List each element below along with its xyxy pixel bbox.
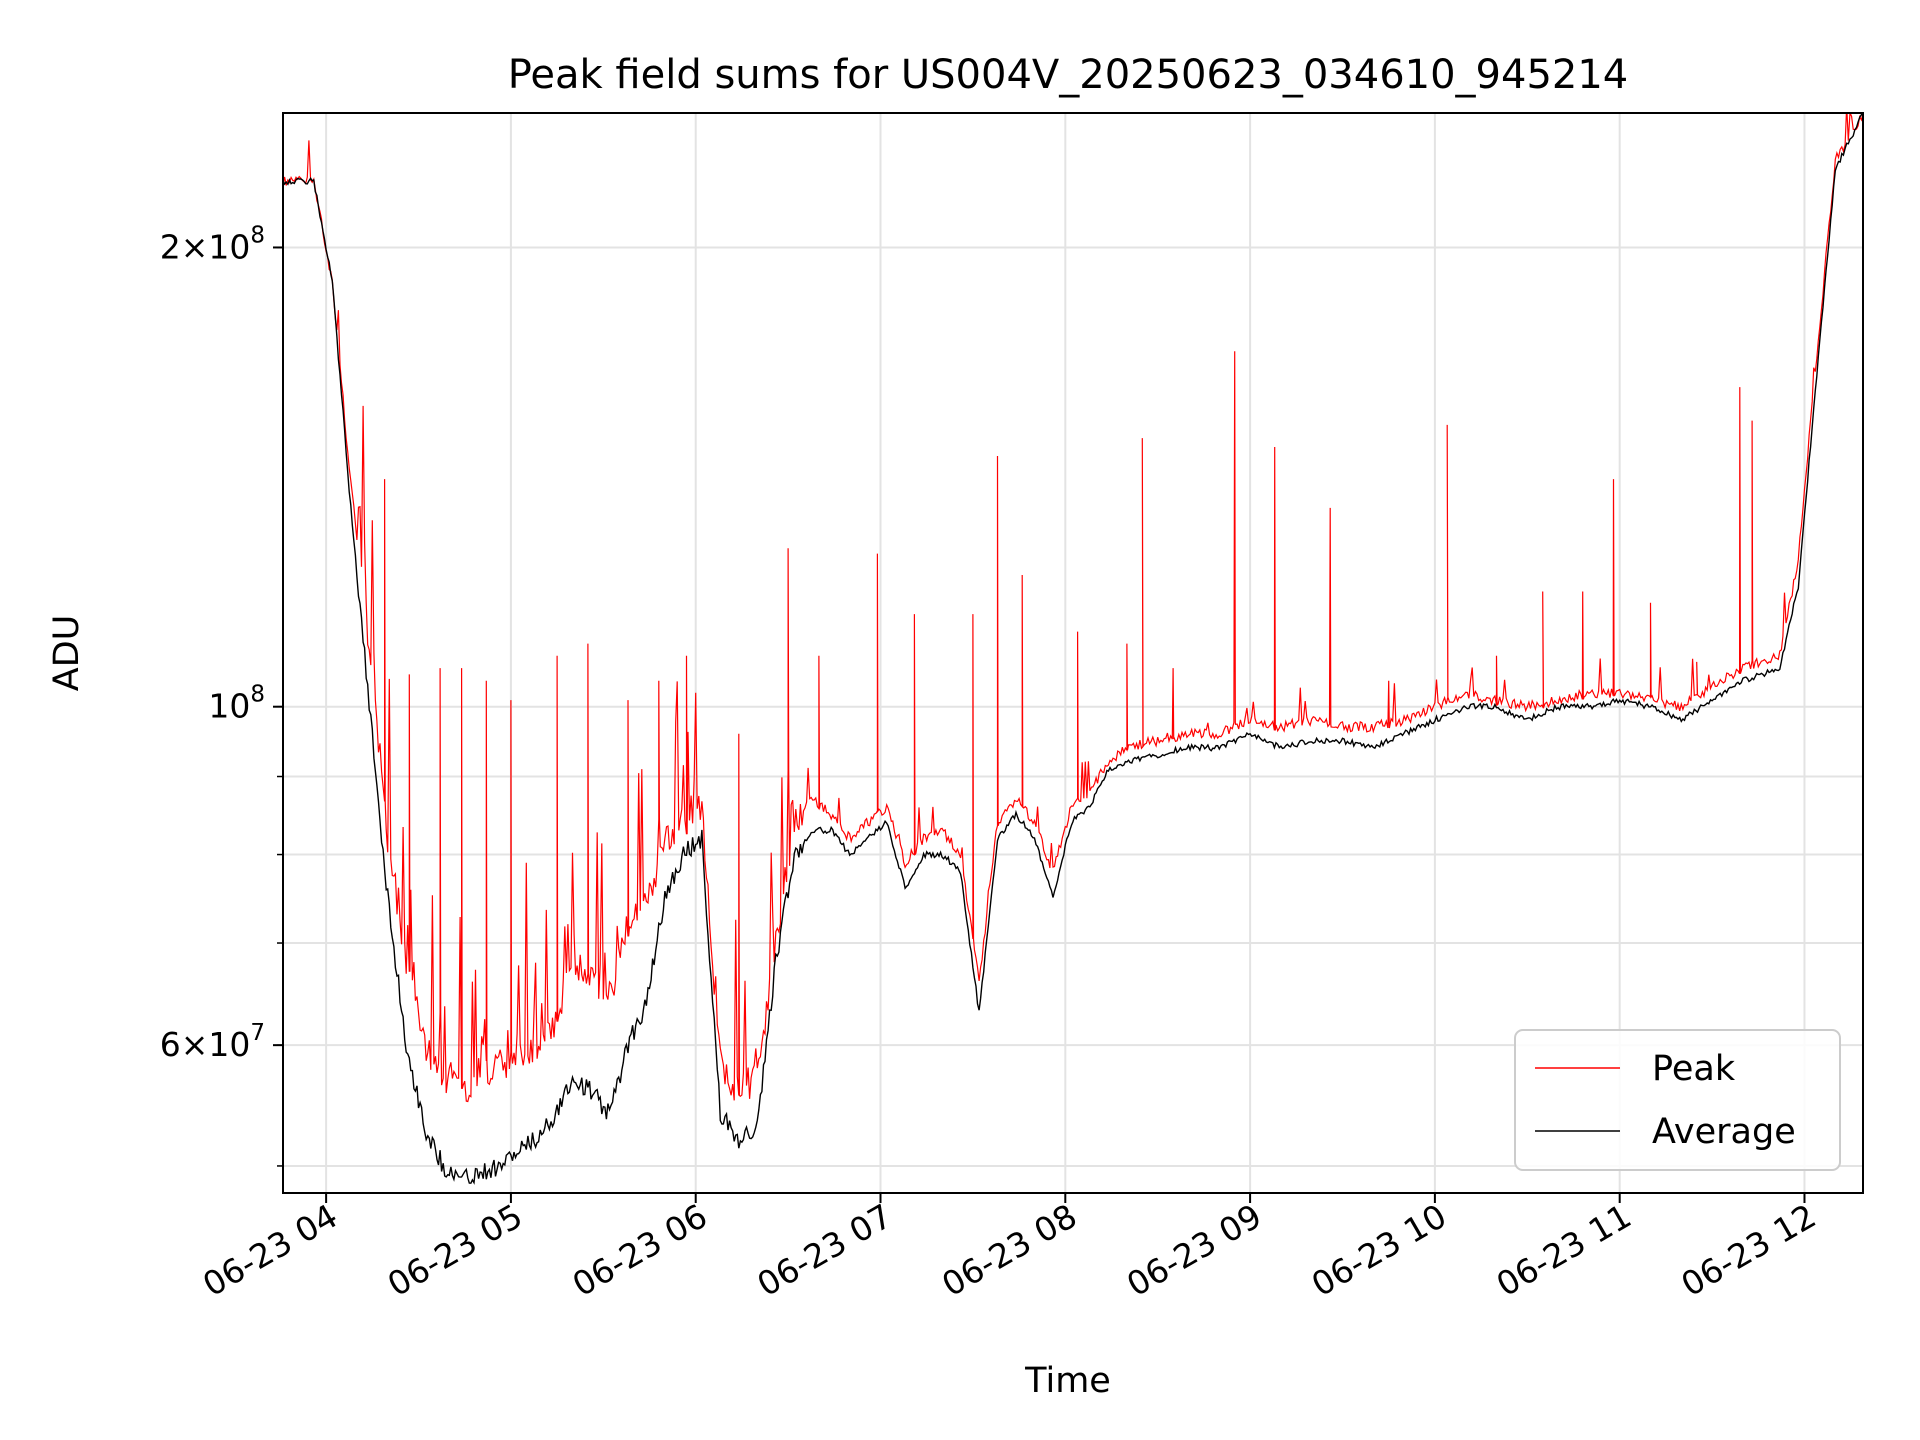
- y-tick-label: 2×108: [160, 222, 265, 266]
- axes-frame: [282, 112, 1864, 1194]
- x-axis-label: Time: [1024, 1361, 1111, 1401]
- y-axis-label: ADU: [47, 615, 87, 692]
- legend-label-average: Average: [1652, 1112, 1796, 1152]
- legend-label-peak: Peak: [1652, 1049, 1736, 1089]
- y-tick-label: 6×107: [160, 1020, 265, 1064]
- legend-box: [1514, 1029, 1841, 1171]
- chart-title: Peak field sums for US004V_20250623_0346…: [508, 52, 1629, 98]
- plot-lines: [283, 113, 1863, 1185]
- y-tick-label: 108: [208, 682, 265, 726]
- legend: Peak Average: [1514, 1029, 1841, 1171]
- series-line-average: [283, 113, 1863, 1185]
- series-line-peak: [283, 113, 1863, 1103]
